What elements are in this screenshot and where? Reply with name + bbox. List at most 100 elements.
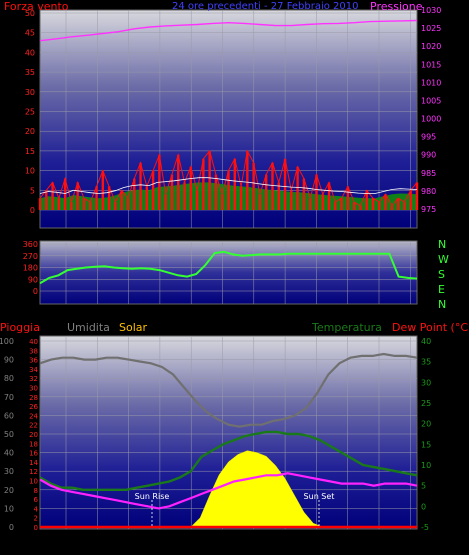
humidity-tick-label: 90 [4, 356, 14, 365]
humidity-tick-label: 10 [4, 504, 14, 513]
wind-tick-label: 35 [25, 68, 35, 77]
dewpoint-line [39, 472, 418, 510]
x-tick-label: 00 [409, 232, 419, 241]
rain-tick-label: 18 [29, 440, 38, 448]
rain-tick-label: 28 [29, 394, 38, 402]
temperature-tick-label: 25 [421, 399, 431, 408]
pressure-axis-label: Pressione [370, 0, 423, 13]
compass-label: E [438, 283, 445, 296]
pressure-tick-label: 1005 [421, 96, 441, 105]
pressure-tick-label: 975 [421, 205, 436, 214]
pressure-tick-label: 1020 [421, 42, 441, 51]
rain-tick-label: 0 [34, 524, 38, 532]
humidity-tick-label: 30 [4, 467, 14, 476]
x-tick-label: 14 [253, 232, 263, 241]
x-tick-label: 16 [284, 232, 294, 241]
x-tick-label: 16 [284, 540, 294, 549]
rain-tick-label: 8 [34, 487, 38, 495]
humidity-line [39, 352, 418, 428]
humidity-axis-label: Umidita [67, 321, 110, 334]
wind-tick-label: 15 [25, 147, 35, 156]
wind-tick-label: 50 [25, 9, 35, 18]
rain-tick-label: 26 [29, 403, 38, 411]
direction-tick-label: 0 [33, 287, 38, 296]
pressure-tick-label: 995 [421, 133, 436, 142]
rain-tick-label: 22 [29, 422, 38, 430]
temperature-tick-label: 10 [421, 461, 431, 470]
solar-axis-label: Solar [119, 321, 148, 334]
wind-tick-label: 40 [25, 48, 35, 57]
compass-label: N [438, 298, 446, 311]
rain-tick-label: 32 [29, 375, 38, 383]
dewpoint-axis-label: Dew Point (°C) [392, 321, 469, 334]
x-tick-label: 18 [315, 232, 325, 241]
direction-line [39, 250, 418, 285]
pressure-tick-label: 980 [421, 187, 436, 196]
direction-tick-label: 270 [23, 252, 38, 261]
rain-tick-label: 6 [34, 496, 39, 504]
wind-white-line [39, 177, 418, 194]
humidity-tick-label: 20 [4, 486, 14, 495]
rain-tick-label: 40 [29, 338, 38, 346]
wind-tick-label: 5 [30, 186, 35, 195]
x-tick-label: 12 [221, 232, 231, 241]
x-tick-label: 18 [315, 540, 325, 549]
pressure-tick-label: 1000 [421, 115, 441, 124]
pressure-tick-label: 990 [421, 151, 436, 160]
wind-tick-label: 20 [25, 127, 35, 136]
wind-tick-label: 0 [30, 206, 35, 215]
pressure-tick-label: 1030 [421, 6, 441, 15]
x-tick-label: 22 [378, 540, 388, 549]
wind-line [39, 149, 418, 208]
x-tick-label: 04 [96, 232, 106, 241]
rain-tick-label: 30 [29, 385, 38, 393]
wind-tick-label: 45 [25, 29, 35, 38]
wind-tick-label: 30 [25, 88, 35, 97]
rain-tick-label: 36 [29, 357, 38, 365]
pressure-tick-label: 1010 [421, 78, 441, 87]
rain-tick-label: 2 [34, 515, 38, 523]
rain-tick-label: 4 [34, 505, 39, 513]
x-tick-label: 06 [128, 540, 138, 549]
x-tick-label: 22 [378, 232, 388, 241]
rain-tick-label: 12 [29, 468, 38, 476]
rain-tick-label: 38 [29, 347, 38, 355]
rain-axis-label: Pioggia [0, 321, 40, 334]
tick-labels: 0510152025303540455097598098599099510001… [0, 6, 449, 549]
temperature-tick-label: 0 [421, 502, 426, 511]
temperature-axis-label: Temperatura [311, 321, 382, 334]
temperature-tick-label: 30 [421, 378, 431, 387]
x-tick-label: 02 [65, 540, 75, 549]
compass-label: W [438, 253, 449, 266]
marks-wind-pressure [38, 19, 419, 210]
rain-tick-label: 20 [29, 431, 38, 439]
x-tick-label: 04 [96, 540, 106, 549]
pressure-tick-label: 985 [421, 169, 436, 178]
humidity-tick-label: 100 [0, 337, 14, 346]
temperature-tick-label: 15 [421, 440, 431, 449]
direction-tick-label: 90 [28, 275, 38, 284]
direction-tick-label: 180 [23, 264, 38, 273]
humidity-tick-label: 60 [4, 411, 14, 420]
humidity-tick-label: 50 [4, 430, 14, 439]
x-tick-label: 14 [253, 540, 263, 549]
humidity-tick-label: 80 [4, 374, 14, 383]
rain-tick-label: 10 [29, 478, 38, 486]
x-tick-label: 10 [190, 232, 200, 241]
direction-tick-label: 360 [23, 240, 38, 249]
x-tick-label: 20 [347, 232, 357, 241]
temperature-tick-label: 35 [421, 358, 431, 367]
compass-label: N [438, 238, 446, 251]
rain-tick-label: 14 [29, 459, 38, 467]
wind-axis-label: Forza vento [4, 0, 69, 13]
humidity-tick-label: 40 [4, 449, 14, 458]
x-tick-label: 00 [409, 540, 419, 549]
panel-direction [39, 240, 418, 305]
humidity-tick-label: 70 [4, 393, 14, 402]
sunset-label: Sun Set [304, 492, 335, 501]
x-tick-label: 08 [159, 540, 169, 549]
temperature-tick-label: 20 [421, 420, 431, 429]
x-tick-label: 20 [347, 540, 357, 549]
humidity-tick-label: 0 [9, 523, 14, 532]
